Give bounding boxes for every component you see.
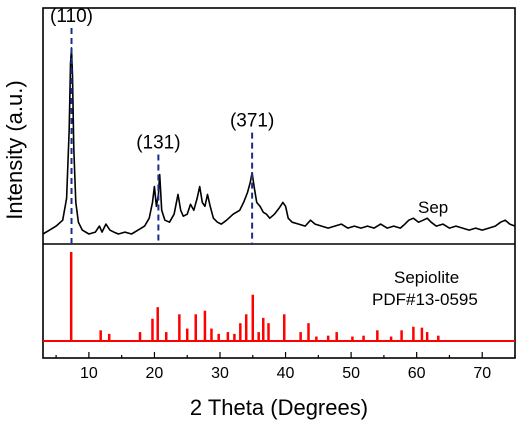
x-tick-label: 10 bbox=[80, 365, 98, 382]
series-label-sep: Sep bbox=[418, 198, 448, 217]
x-tick-label: 50 bbox=[342, 365, 360, 382]
x-tick-label: 60 bbox=[408, 365, 426, 382]
x-tick-label: 70 bbox=[473, 365, 491, 382]
peak-label: (371) bbox=[230, 111, 274, 132]
sep-pattern bbox=[42, 47, 516, 235]
x-tick-label: 40 bbox=[277, 365, 295, 382]
sep-pattern-line bbox=[42, 47, 516, 235]
reference-bars bbox=[43, 252, 515, 342]
y-axis-title: Intensity (a.u.) bbox=[2, 80, 27, 219]
x-tick-label: 20 bbox=[146, 365, 164, 382]
peak-label: (110) bbox=[50, 6, 93, 27]
peak-annotations: (110) (131) (371) bbox=[50, 6, 274, 244]
x-axis-ticks: 10 20 30 40 50 60 70 bbox=[55, 352, 516, 382]
plot-frame bbox=[42, 7, 516, 359]
x-tick-label: 30 bbox=[211, 365, 229, 382]
reference-label-name: Sepiolite bbox=[394, 268, 459, 287]
peak-label: (131) bbox=[136, 132, 180, 153]
reference-label-pdf: PDF#13-0595 bbox=[372, 290, 478, 309]
x-axis-title: 2 Theta (Degrees) bbox=[190, 395, 368, 420]
